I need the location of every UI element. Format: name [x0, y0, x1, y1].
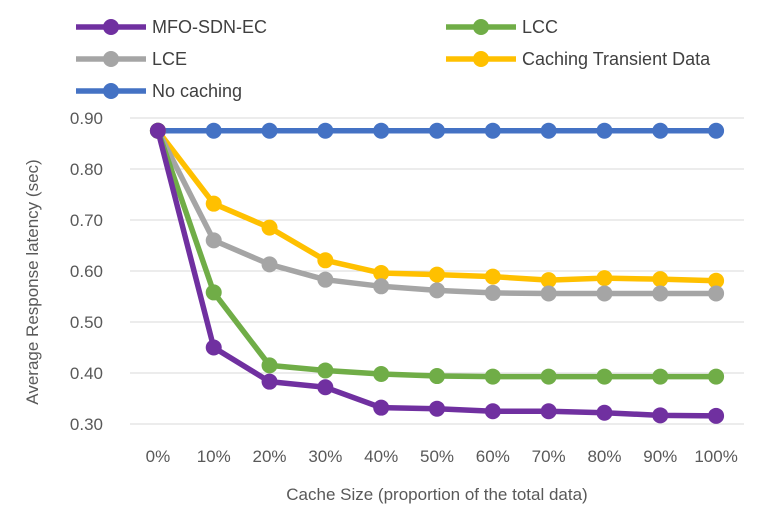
- data-point: [708, 285, 725, 302]
- x-tick-label: 10%: [197, 447, 231, 466]
- data-point: [429, 122, 445, 139]
- data-point: [596, 285, 613, 302]
- x-tick-label: 50%: [420, 447, 454, 466]
- data-point: [317, 362, 334, 379]
- data-point: [484, 403, 501, 420]
- data-point: [429, 368, 445, 385]
- data-point: [373, 265, 390, 282]
- series-lines: [149, 122, 725, 424]
- y-tick-label: 0.30: [70, 415, 103, 434]
- data-point: [373, 122, 390, 139]
- legend-item: LCE: [76, 49, 187, 69]
- x-tick-label: 30%: [308, 447, 342, 466]
- y-tick-label: 0.70: [70, 211, 103, 230]
- data-point: [205, 195, 222, 212]
- data-point: [540, 368, 557, 385]
- data-point: [317, 379, 334, 396]
- y-tick-label: 0.40: [70, 364, 103, 383]
- data-point: [708, 368, 725, 385]
- legend-item: MFO-SDN-EC: [76, 17, 267, 37]
- data-point: [429, 400, 445, 417]
- x-tick-label: 60%: [476, 447, 510, 466]
- data-point: [261, 357, 278, 374]
- series-lcc: [149, 122, 725, 385]
- data-point: [596, 270, 613, 287]
- series-mfo-sdn-ec: [149, 122, 725, 424]
- data-point: [596, 122, 613, 139]
- x-tick-label: 100%: [694, 447, 737, 466]
- legend-label: LCE: [152, 49, 187, 69]
- data-point: [261, 256, 278, 273]
- data-point: [596, 368, 613, 385]
- series-caching-transient-data: [149, 122, 725, 289]
- data-point: [652, 285, 669, 302]
- legend-label: MFO-SDN-EC: [152, 17, 267, 37]
- data-point: [652, 407, 669, 424]
- data-point: [373, 366, 390, 383]
- x-axis-title: Cache Size (proportion of the total data…: [286, 485, 587, 504]
- data-point: [484, 284, 501, 301]
- x-tick-label: 0%: [146, 447, 171, 466]
- data-point: [652, 368, 669, 385]
- x-tick-label: 20%: [253, 447, 287, 466]
- data-point: [205, 232, 222, 249]
- legend-marker: [473, 19, 489, 35]
- y-tick-label: 0.90: [70, 109, 103, 128]
- legend-item: LCC: [446, 17, 558, 37]
- data-point: [484, 368, 501, 385]
- data-point: [708, 272, 725, 289]
- data-point: [540, 403, 557, 420]
- y-tick-label: 0.60: [70, 262, 103, 281]
- data-point: [652, 122, 669, 139]
- legend-label: LCC: [522, 17, 558, 37]
- legend-item: No caching: [76, 81, 242, 101]
- y-tick-label: 0.80: [70, 160, 103, 179]
- legend-label: No caching: [152, 81, 242, 101]
- data-point: [317, 252, 334, 269]
- data-point: [540, 285, 557, 302]
- x-tick-label: 80%: [587, 447, 621, 466]
- data-point: [205, 284, 222, 301]
- data-point: [596, 404, 613, 421]
- series-no-caching: [149, 122, 725, 139]
- legend-marker: [103, 83, 119, 99]
- data-point: [261, 373, 278, 390]
- legend-label: Caching Transient Data: [522, 49, 711, 69]
- series-line: [155, 128, 719, 284]
- data-point: [540, 122, 557, 139]
- gridlines: [130, 117, 744, 425]
- data-point: [205, 339, 222, 356]
- legend: MFO-SDN-EC LCC LCE Caching Transient Data No…: [76, 17, 711, 101]
- data-point: [317, 271, 334, 288]
- data-point: [317, 122, 334, 139]
- data-point: [261, 122, 278, 139]
- x-tick-label: 40%: [364, 447, 398, 466]
- legend-marker: [103, 19, 119, 35]
- legend-marker: [103, 51, 119, 67]
- data-point: [373, 399, 390, 416]
- y-axis-title: Average Response latency (sec): [23, 159, 42, 404]
- data-point: [708, 407, 725, 424]
- legend-marker: [473, 51, 489, 67]
- data-point: [261, 219, 278, 236]
- x-axis-ticks: 0% 10% 20% 30% 40% 50% 60% 70% 80% 90% 100%: [146, 447, 738, 466]
- x-tick-label: 90%: [643, 447, 677, 466]
- x-tick-label: 70%: [532, 447, 566, 466]
- legend-item: Caching Transient Data: [446, 49, 711, 69]
- y-axis-ticks: 0.30 0.40 0.50 0.60 0.70 0.80 0.90: [70, 109, 103, 434]
- data-point: [708, 122, 725, 139]
- data-point: [484, 268, 501, 285]
- data-point: [149, 122, 166, 139]
- data-point: [205, 122, 222, 139]
- data-point: [429, 266, 445, 283]
- data-point: [429, 282, 445, 299]
- data-point: [652, 271, 669, 288]
- data-point: [540, 272, 557, 289]
- data-point: [373, 278, 390, 295]
- data-point: [484, 122, 501, 139]
- y-tick-label: 0.50: [70, 313, 103, 332]
